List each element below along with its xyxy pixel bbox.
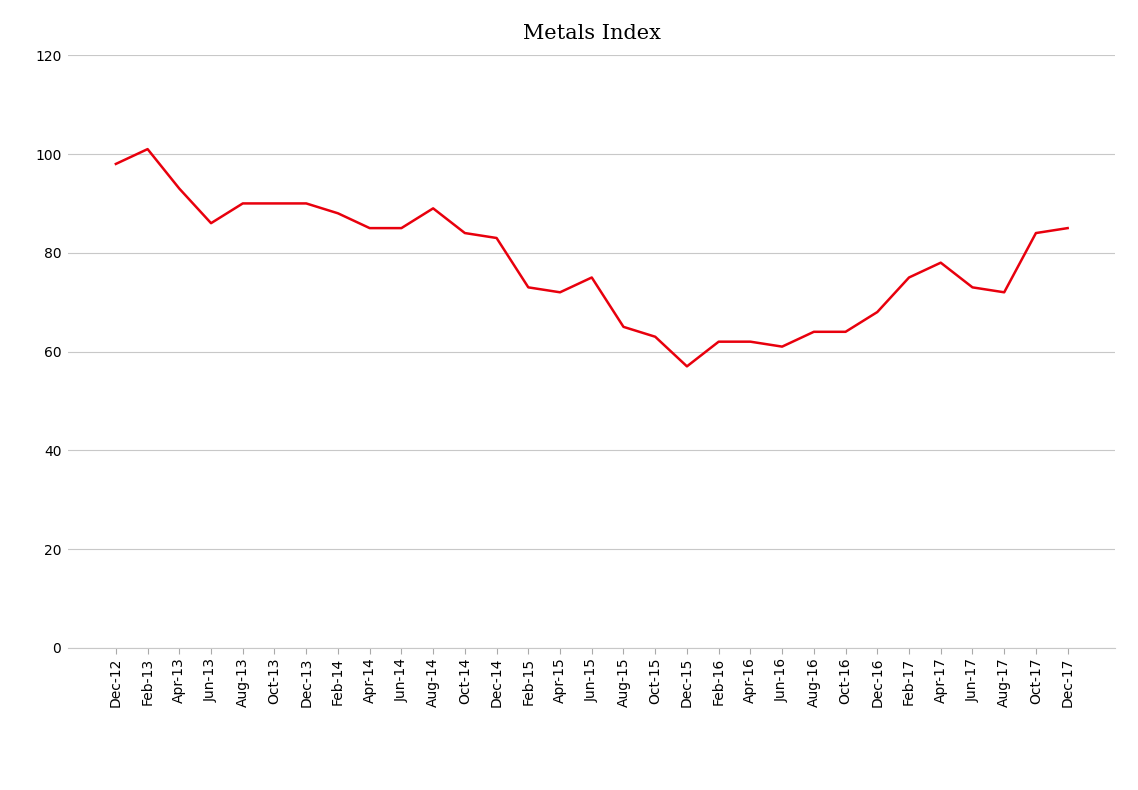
Title: Metals Index: Metals Index — [522, 24, 661, 43]
